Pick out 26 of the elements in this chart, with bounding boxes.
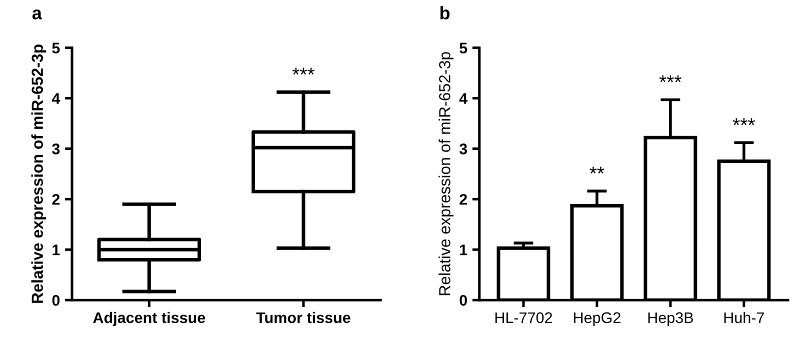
chart-title: b [440, 6, 450, 20]
y-tick-label: 4 [459, 93, 468, 104]
y-tick-label: 5 [460, 42, 468, 54]
x-tick-label: Huh-7 [724, 312, 764, 324]
y-axis-title: Relative expression of miR-652-3p [31, 44, 46, 303]
chart-title: a [32, 10, 42, 20]
y-tick-label: 4 [52, 93, 60, 104]
y-tick-label: 1 [52, 244, 60, 256]
y-tick-label: 1 [460, 244, 468, 256]
y-tick-label: 2 [52, 194, 60, 205]
x-tick-label: Adjacent tissue [93, 312, 206, 326]
y-tick-label: 3 [459, 144, 468, 154]
y-axis-title: Relative expression of miR-652-3p [438, 52, 454, 296]
y-tick-label: 0 [460, 294, 467, 306]
annotation: ** [590, 166, 604, 174]
annotation: *** [292, 68, 315, 75]
y-tick-label: 3 [52, 144, 60, 154]
x-tick-label: Hep3B [648, 312, 693, 326]
x-tick-label: Tumor tissue [256, 312, 350, 324]
annotation: *** [732, 118, 755, 126]
y-tick-label: 5 [52, 42, 60, 54]
annotation: *** [659, 75, 682, 82]
y-tick-label: 0 [52, 294, 60, 306]
x-tick-label: HepG2 [574, 312, 620, 326]
x-tick-label: HL-7702 [495, 312, 552, 324]
y-tick-label: 2 [460, 194, 467, 205]
